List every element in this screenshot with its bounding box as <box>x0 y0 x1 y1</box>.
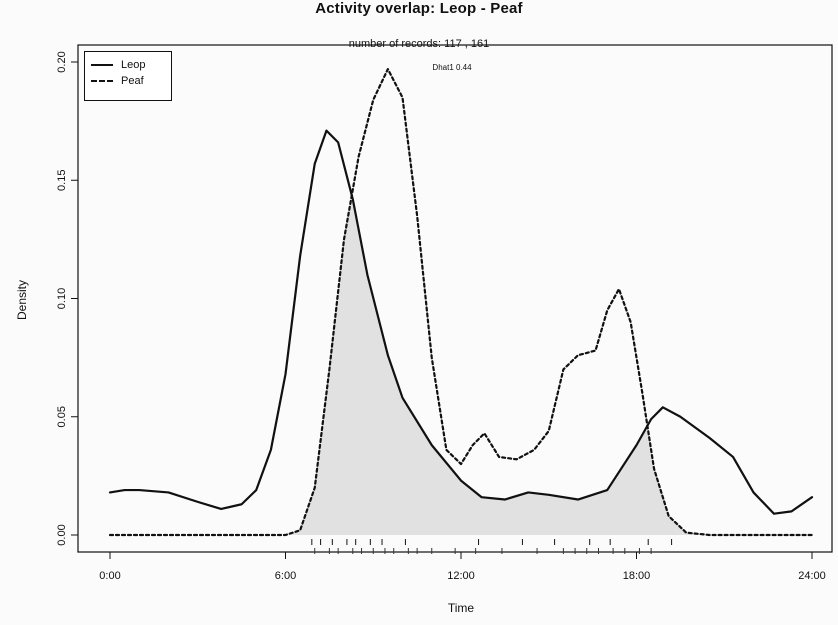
y-tick-label: 0.05 <box>56 406 68 427</box>
y-tick-label: 0.00 <box>56 524 68 545</box>
overlap-area <box>110 199 812 536</box>
legend-label-leop: Leop <box>121 59 146 71</box>
legend-entry-peaf: Peaf <box>91 74 144 88</box>
y-tick-label: 0.20 <box>56 51 68 72</box>
legend-dashed-swatch <box>91 80 113 82</box>
y-axis-title: Density <box>15 280 29 320</box>
x-tick-label: 0:00 <box>99 570 120 582</box>
legend-label-peaf: Peaf <box>121 75 144 87</box>
x-tick-label: 6:00 <box>275 570 296 582</box>
x-tick-label: 24:00 <box>798 570 826 582</box>
chart-subtitle: number of records: 117 , 161 <box>348 38 490 50</box>
series-line-leop <box>108 129 814 515</box>
chart-title: Activity overlap: Leop - Peaf <box>315 0 523 17</box>
y-tick-label: 0.15 <box>56 170 68 191</box>
x-axis-title: Time <box>448 601 475 615</box>
legend-entry-leop: Leop <box>91 58 145 72</box>
y-tick-label: 0.10 <box>56 288 68 309</box>
series-line-peaf <box>108 67 814 537</box>
overlap-annotation: Dhat1 0.44 <box>432 63 472 72</box>
x-tick-label: 18:00 <box>623 570 651 582</box>
legend-solid-swatch <box>91 64 113 66</box>
legend: Leop Peaf <box>84 51 172 101</box>
x-tick-label: 12:00 <box>447 570 475 582</box>
